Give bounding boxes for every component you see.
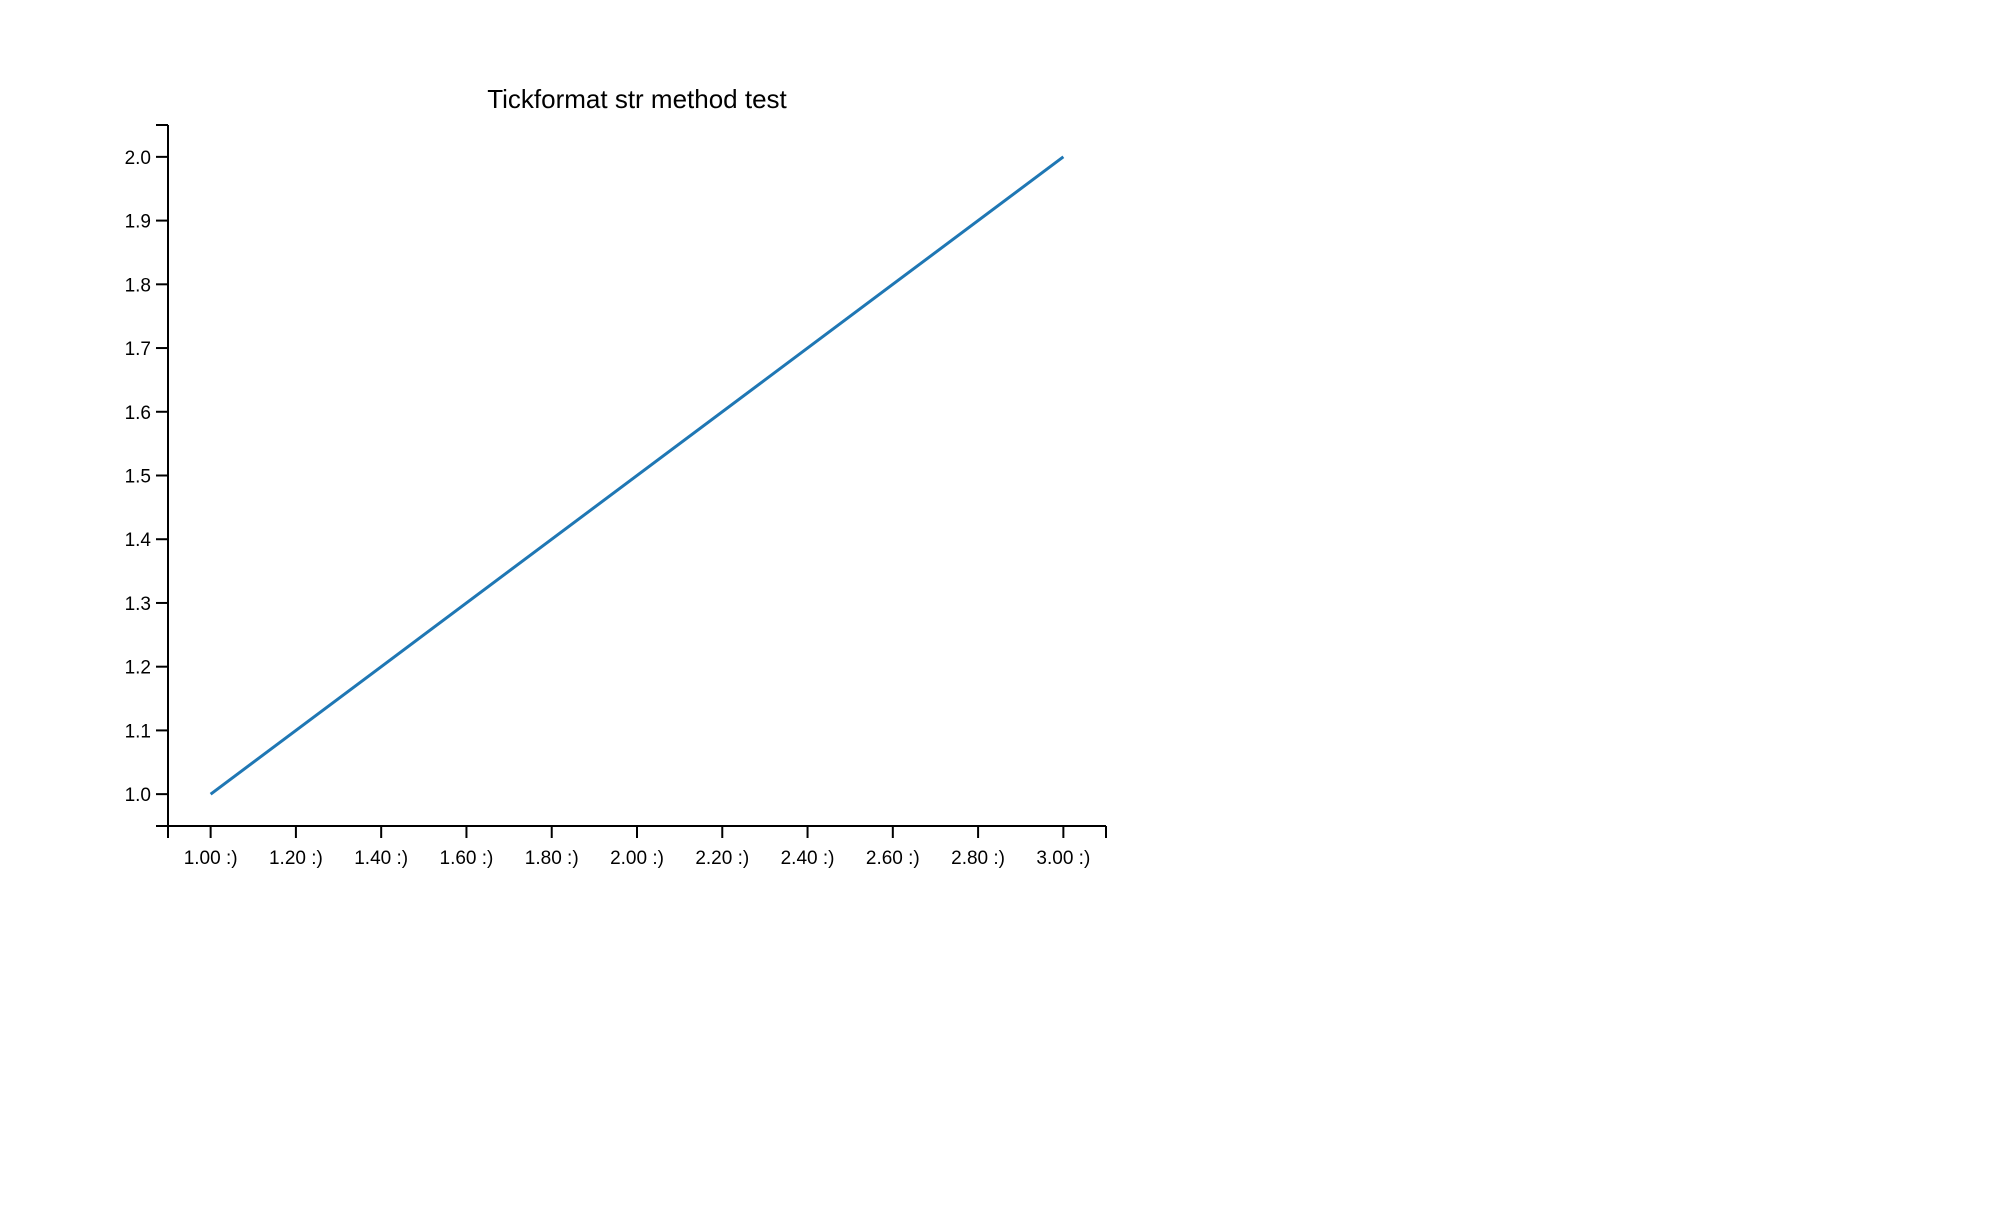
x-tick-label: 3.00 :) [1036,848,1090,869]
x-tick-label: 2.80 :) [951,848,1005,869]
y-tick-label: 1.5 [125,467,151,488]
y-tick-label: 1.0 [125,785,151,806]
y-tick-label: 1.9 [125,212,151,233]
y-tick-label: 1.7 [125,339,151,360]
y-tick-label: 1.1 [125,721,151,742]
x-axis: 1.00 :) 1.20 :) 1.40 :) 1.60 :) 1.80 :) 2.00 … [167,825,1107,869]
y-tick-label: 1.8 [125,275,151,296]
x-tick-label: 1.60 :) [440,848,494,869]
y-tick-label: 1.6 [125,403,151,424]
x-tick-label: 1.80 :) [525,848,579,869]
x-tick-label: 1.40 :) [354,848,408,869]
y-axis: 1.0 1.1 1.2 1.3 1.4 1.5 1.6 1.7 1.8 1.9 2.0 [125,124,169,827]
chart-title: Tickformat str method test [487,84,787,114]
x-tick-label: 2.00 :) [610,848,664,869]
x-tick-label: 1.20 :) [269,848,323,869]
y-tick-label: 2.0 [125,148,151,169]
series-line [209,155,1065,796]
series-layer [209,155,1065,796]
x-tick-label: 2.20 :) [695,848,749,869]
x-tick-label: 2.40 :) [781,848,835,869]
y-tick-label: 1.2 [125,658,151,679]
x-tick-label: 1.00 :) [184,848,238,869]
y-tick-label: 1.4 [125,530,152,551]
x-tick-label: 2.60 :) [866,848,920,869]
y-tick-label: 1.3 [125,594,151,615]
